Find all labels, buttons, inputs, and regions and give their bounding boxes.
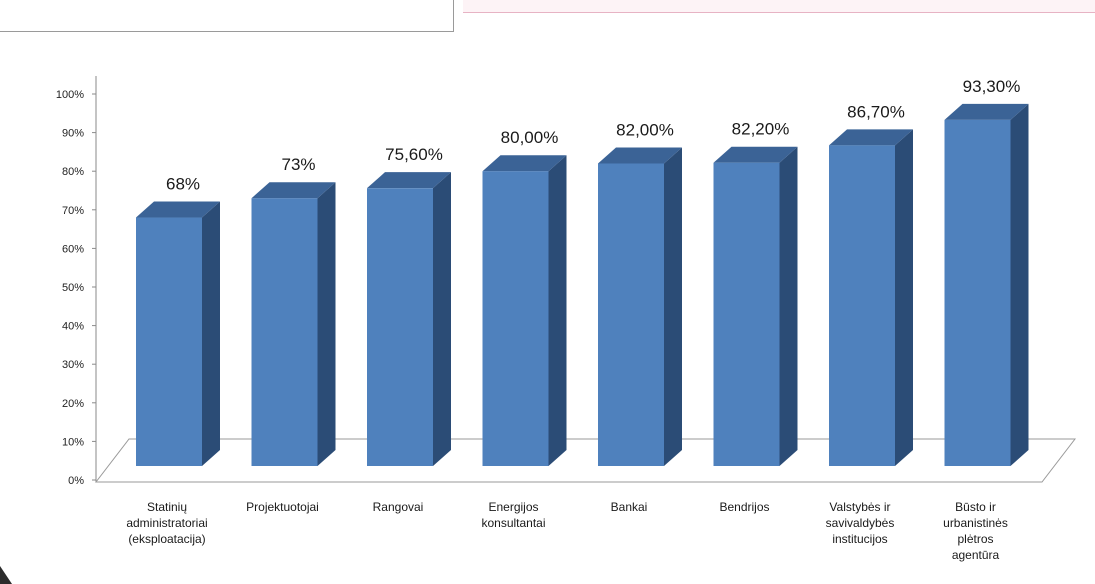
category-label-line: agentūra (952, 548, 1000, 562)
category-label-line: Projektuotojai (246, 500, 319, 514)
category-label-line: savivaldybės (826, 516, 895, 530)
data-label: 73% (281, 155, 315, 174)
bar-front (944, 119, 1011, 466)
category-label-line: Būsto ir (955, 500, 996, 514)
bar-side (317, 182, 336, 466)
bar-front (598, 163, 664, 467)
category-label-line: Bankai (611, 500, 648, 514)
bar-top (713, 146, 798, 163)
category-label: Projektuotojai (246, 500, 319, 514)
bar-side (664, 147, 682, 467)
y-tick-label: 10% (62, 436, 84, 448)
bar (944, 103, 1029, 466)
bar (367, 172, 451, 466)
bar (598, 147, 682, 467)
category-label-line: Valstybės ir (829, 500, 890, 514)
y-tick-label: 80% (62, 166, 84, 178)
floor-plane (94, 438, 1077, 483)
top-frame-box: ▬▬▬▬▬▬▬ ▬▬▬▬▬▬ (0, 0, 454, 32)
data-label: 82,20% (732, 120, 790, 139)
y-tick-label: 90% (62, 128, 84, 140)
bar-side (779, 146, 798, 466)
data-label: 80,00% (501, 128, 559, 147)
bar-top (944, 103, 1029, 120)
bars (136, 103, 1029, 467)
bar (251, 182, 336, 466)
data-label: 93,30% (963, 77, 1021, 96)
bar-front (482, 171, 549, 466)
corner-shape (0, 566, 12, 584)
category-label-line: Energijos (488, 500, 538, 514)
bar-top (136, 201, 220, 218)
bar-top (367, 172, 451, 189)
category-labels: Statinių administratoriai (eksploatacija) P… (126, 500, 1008, 562)
y-tick-label: 30% (62, 359, 84, 371)
category-label: Rangovai (373, 500, 424, 514)
data-label: 86,70% (847, 102, 905, 121)
data-label: 82,00% (616, 120, 674, 139)
category-label-line: plėtros (957, 532, 993, 546)
category-label: Valstybės ir savivaldybės institucijos (826, 500, 895, 546)
category-label: Būsto ir urbanistinės plėtros agentūra (943, 500, 1008, 562)
y-tick-label: 60% (62, 243, 84, 255)
y-tick-label: 70% (62, 205, 84, 217)
top-decorative-band (463, 0, 1095, 13)
bar-top (251, 182, 336, 199)
category-label: Energijos konsultantai (481, 500, 545, 530)
bar-front (251, 198, 318, 466)
y-tick-label: 0% (68, 475, 84, 487)
bar-top (829, 129, 913, 146)
category-label: Statinių administratoriai (eksploatacija) (126, 500, 207, 546)
y-tick-label: 40% (62, 321, 84, 333)
bar-front (713, 162, 780, 466)
y-tick-label: 100% (56, 89, 84, 101)
category-label: Bendrijos (719, 500, 769, 514)
chart-floor (94, 438, 1077, 483)
data-label: 68% (166, 175, 200, 194)
bar-side (548, 155, 567, 466)
bar-front (367, 188, 433, 466)
category-label-line: urbanistinės (943, 516, 1008, 530)
bar-top (482, 155, 567, 172)
category-label-line: Rangovai (373, 500, 424, 514)
y-axis: 0% 10% 20% 30% 40% 50% 60% 70% 80% 90% 100% (56, 76, 97, 487)
bar-top (598, 147, 682, 164)
category-label-line: Bendrijos (719, 500, 769, 514)
bar (829, 129, 913, 466)
data-label: 75,60% (385, 145, 443, 164)
bar-side (202, 201, 220, 466)
bar-front (136, 217, 202, 466)
category-label-line: konsultantai (481, 516, 545, 530)
bar-front (829, 145, 895, 466)
y-tick-label: 50% (62, 282, 84, 294)
category-label: Bankai (611, 500, 648, 514)
category-label-line: (eksploatacija) (128, 532, 205, 546)
category-label-line: administratoriai (126, 516, 207, 530)
y-tick-label: 20% (62, 398, 84, 410)
top-frame-text: ▬▬▬▬▬▬▬ ▬▬▬▬▬▬ (25, 0, 212, 2)
bar-side (895, 129, 913, 466)
bar (482, 155, 567, 466)
category-label-line: Statinių (147, 500, 187, 514)
category-label-line: institucijos (832, 532, 887, 546)
value-labels: 68% 73% 75,60% 80,00% 82,00% 82,20% 86,70% 93,3… (166, 77, 1020, 194)
bar-side (433, 172, 451, 466)
bar (713, 146, 798, 466)
bar-side (1010, 103, 1029, 466)
bar (136, 201, 220, 466)
